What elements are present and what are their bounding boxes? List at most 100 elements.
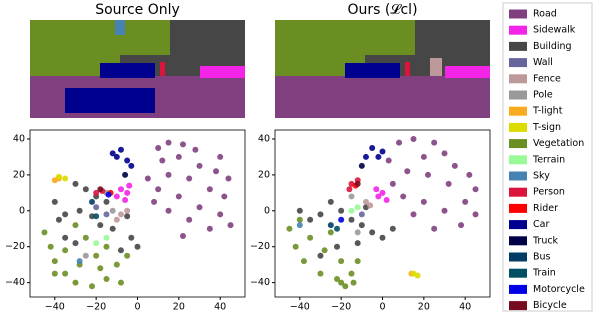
point xyxy=(217,211,224,218)
point xyxy=(103,198,110,205)
point xyxy=(89,213,96,220)
point xyxy=(385,157,392,164)
point xyxy=(122,197,129,204)
point xyxy=(296,216,303,223)
point xyxy=(151,198,158,205)
point xyxy=(362,153,369,160)
point xyxy=(97,186,104,193)
y-tick-label: 0 xyxy=(19,205,25,216)
legend-swatch xyxy=(509,58,527,68)
point xyxy=(93,240,100,247)
segmentation-image xyxy=(30,20,245,118)
point xyxy=(227,222,234,229)
legend-label: Pole xyxy=(533,90,553,101)
legend-label: Truck xyxy=(532,235,559,246)
point xyxy=(396,139,403,146)
point xyxy=(124,157,131,164)
point xyxy=(472,211,479,218)
legend-swatch xyxy=(509,90,527,100)
y-tick-label: 20 xyxy=(258,169,270,180)
point xyxy=(62,270,69,277)
point xyxy=(466,171,473,178)
point xyxy=(109,207,116,214)
legend-swatch xyxy=(509,220,527,230)
point xyxy=(321,247,328,254)
point xyxy=(126,182,133,189)
point xyxy=(62,175,69,182)
point xyxy=(103,234,110,241)
x-tick-label: −40 xyxy=(45,302,65,313)
point xyxy=(113,261,120,268)
point xyxy=(165,207,172,214)
point xyxy=(354,229,361,236)
point xyxy=(89,198,96,205)
point xyxy=(109,225,116,232)
legend-label: Motorcycle xyxy=(533,284,585,295)
legend-label: Sidewalk xyxy=(533,25,576,36)
point xyxy=(144,175,151,182)
point xyxy=(414,272,421,279)
point xyxy=(113,216,120,223)
point xyxy=(117,247,124,254)
point xyxy=(128,234,135,241)
x-tick-label: 0 xyxy=(379,302,385,313)
x-tick-label: 0 xyxy=(134,302,140,313)
point xyxy=(196,204,203,211)
point xyxy=(445,180,452,187)
point xyxy=(51,258,58,265)
point xyxy=(105,191,112,198)
point xyxy=(186,216,193,223)
point xyxy=(358,211,365,218)
point xyxy=(431,225,438,232)
point xyxy=(179,232,186,239)
legend-swatch xyxy=(509,155,527,165)
point xyxy=(124,252,131,259)
point xyxy=(93,189,100,196)
point xyxy=(117,186,124,193)
y-tick-label: −20 xyxy=(250,241,270,252)
point xyxy=(350,279,357,286)
point xyxy=(109,150,116,157)
legend-swatch xyxy=(509,301,527,311)
legend-label: T-sign xyxy=(532,122,561,133)
point xyxy=(296,207,303,214)
point xyxy=(124,213,131,220)
point xyxy=(441,150,448,157)
point xyxy=(47,243,54,250)
point xyxy=(420,198,427,205)
point xyxy=(41,229,48,236)
point xyxy=(159,157,166,164)
legend-swatch xyxy=(509,41,527,51)
point xyxy=(354,240,361,247)
point xyxy=(128,162,135,169)
point xyxy=(206,225,213,232)
x-tick-label: −20 xyxy=(331,302,351,313)
point xyxy=(206,186,213,193)
point xyxy=(82,186,89,193)
point xyxy=(221,193,228,200)
legend-swatch xyxy=(509,236,527,246)
point xyxy=(410,211,417,218)
point xyxy=(134,243,141,250)
point xyxy=(300,258,307,265)
point xyxy=(369,144,376,151)
point xyxy=(317,270,324,277)
point xyxy=(367,202,374,209)
point xyxy=(346,186,353,193)
point xyxy=(375,193,382,200)
point xyxy=(124,189,131,196)
point xyxy=(404,168,411,175)
point xyxy=(307,216,314,223)
point xyxy=(462,198,469,205)
point xyxy=(338,216,345,223)
point xyxy=(292,243,299,250)
point xyxy=(441,207,448,214)
segmentation-image xyxy=(275,20,490,118)
point xyxy=(327,198,334,205)
point xyxy=(165,139,172,146)
point xyxy=(431,139,438,146)
point xyxy=(155,186,162,193)
y-tick-label: −40 xyxy=(250,277,270,288)
legend-swatch xyxy=(509,9,527,19)
chart-title: Ours (𝓛cl) xyxy=(347,2,417,18)
